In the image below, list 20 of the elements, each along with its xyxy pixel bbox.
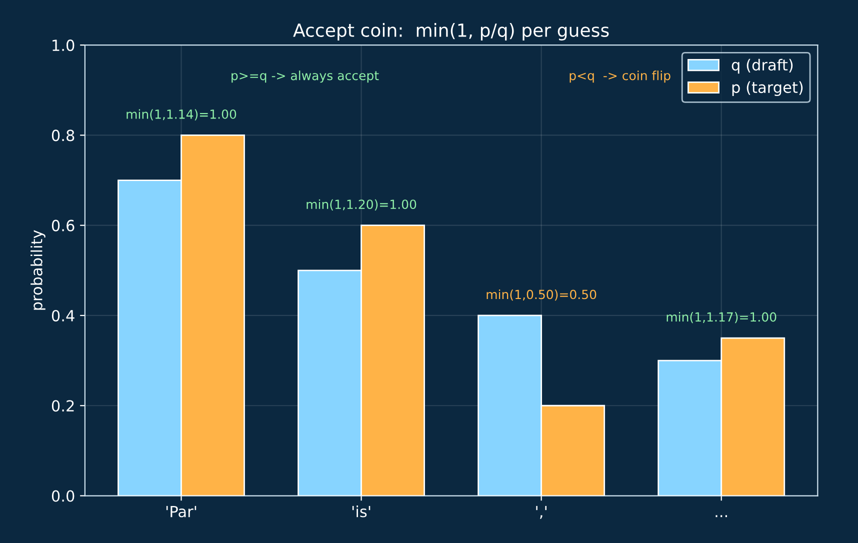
y-tick-label: 0.2 [52,400,74,412]
annotation: min(1,1.17)=1.00 [666,312,776,324]
x-tick-label: 'is' [352,505,370,518]
legend-label: q (draft) [732,58,793,74]
x-tick-label: ',' [536,506,546,519]
annotation: min(1,0.50)=0.50 [486,289,596,301]
y-tick-label: 0.4 [52,310,74,322]
annotation: p<q -> coin flip [570,70,670,83]
legend-label: p (target) [732,81,803,96]
chart-title: Accept coin: min(1, p/q) per guess [293,23,609,40]
y-axis-title: probability [30,230,46,310]
y-tick-label: 0.6 [52,220,74,232]
annotation: min(1,1.14)=1.00 [126,109,236,120]
y-tick-label: 1.0 [52,40,74,52]
annotation: p>=q -> always accept [232,70,379,83]
y-tick-label: 0.0 [52,490,74,502]
x-tick-label: 'Par' [166,506,196,518]
annotation: min(1,1.20)=1.00 [306,199,416,211]
y-tick-label: 0.8 [52,130,74,142]
x-tick-label: ... [716,515,727,518]
